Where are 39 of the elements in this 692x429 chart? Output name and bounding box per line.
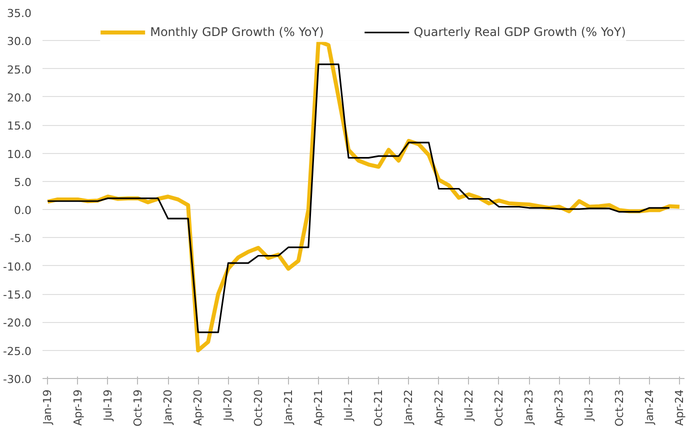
x-tick-label: Oct-23: [612, 389, 626, 426]
x-tick-label: Oct-20: [252, 389, 265, 426]
y-tick-label: -15.0: [3, 288, 32, 302]
x-tick-label: Jan-21: [282, 389, 295, 426]
x-tick-label: Oct-22: [492, 389, 506, 426]
y-tick-label: 5.0: [14, 176, 32, 189]
line-series: [46, 64, 670, 334]
y-tick-label: 25.0: [7, 63, 32, 76]
y-tick-label: 0.0: [14, 204, 32, 218]
x-tick-label: Apr-22: [432, 389, 446, 426]
x-tick-label: Jul-23: [582, 389, 596, 422]
x-tick-label: Jan-22: [402, 389, 416, 426]
x-tick-label: Apr-21: [312, 389, 325, 426]
x-tick-label: Jul-21: [342, 389, 356, 422]
x-tick-label: Jul-19: [101, 389, 114, 422]
legend-label: Monthly GDP Growth (% YoY): [150, 25, 324, 39]
x-tick-label: Jan-19: [41, 389, 54, 426]
y-tick-label: -10.0: [3, 260, 32, 274]
x-tick-label: Jan-23: [522, 389, 536, 426]
y-tick-label: -30.0: [3, 373, 32, 386]
x-tick-label: Apr-19: [71, 389, 84, 426]
y-tick-label: -20.0: [3, 316, 32, 330]
y-tick-label: -25.0: [3, 344, 32, 358]
y-tick-label: 30.0: [7, 35, 32, 48]
x-tick-label: Jul-22: [462, 389, 476, 422]
x-tick-label: Jul-20: [222, 389, 235, 422]
y-tick-label: 20.0: [7, 91, 32, 104]
y-tick-label: 35.0: [7, 7, 32, 20]
y-tick-label: 15.0: [7, 120, 32, 133]
y-tick-label: -5.0: [10, 232, 32, 246]
legend-label: Quarterly Real GDP Growth (% YoY): [414, 25, 626, 39]
y-tick-label: 10.0: [7, 148, 32, 161]
x-tick-label: Oct-19: [131, 389, 144, 426]
x-tick-label: Apr-23: [552, 389, 566, 426]
x-tick-label: Jan-20: [162, 389, 175, 426]
x-tick-label: Apr-20: [192, 389, 205, 426]
x-tick-label: Apr-24: [672, 389, 686, 426]
x-tick-label: Jan-24: [642, 389, 656, 426]
x-tick-label: Oct-21: [372, 389, 386, 426]
